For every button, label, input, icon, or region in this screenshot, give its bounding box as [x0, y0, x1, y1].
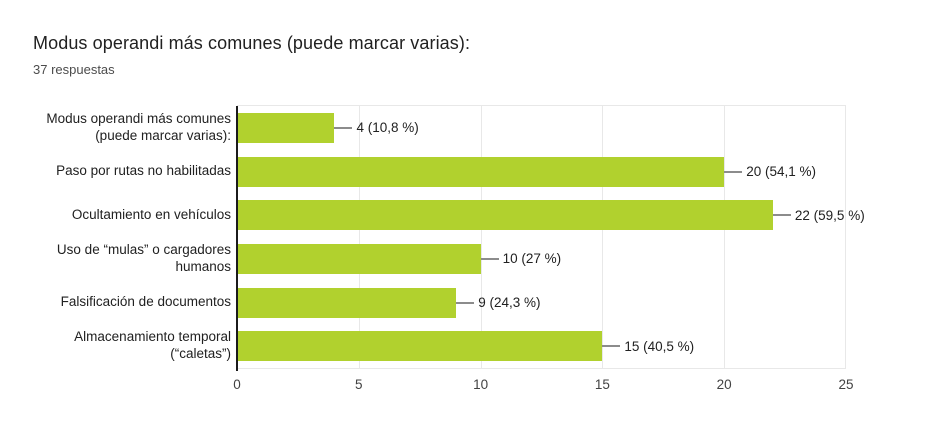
response-count: 37 respuestas [33, 62, 115, 77]
x-tick-label: 25 [838, 377, 854, 392]
bar [237, 200, 773, 231]
bar [237, 331, 603, 362]
x-tick-label: 5 [355, 377, 363, 392]
leader-line [772, 214, 791, 217]
bar [237, 156, 725, 187]
bar-row: 9 (24,3 %) [237, 281, 846, 325]
x-tick-label: 20 [716, 377, 732, 392]
y-axis-line [236, 106, 238, 371]
bar-row: 4 (10,8 %) [237, 106, 846, 150]
bar-row: 22 (59,5 %) [237, 193, 865, 237]
bar-value-label: 10 (27 %) [502, 251, 562, 267]
leader-line [480, 257, 499, 260]
bar-row: 20 (54,1 %) [237, 150, 846, 194]
leader-line [334, 126, 353, 129]
category-label: Paso por rutas no habilitadas [56, 163, 231, 178]
category-label: Uso de “mulas” o cargadores humanos [56, 241, 231, 274]
category-label: Almacenamiento temporal (“caletas”) [74, 329, 231, 362]
bar-row: 10 (27 %) [237, 237, 846, 281]
bar-value-label: 9 (24,3 %) [478, 295, 541, 311]
bar [237, 112, 335, 143]
gridline [480, 106, 482, 368]
leader-line [456, 301, 475, 304]
bar [237, 243, 481, 274]
plot-area: 4 (10,8 %) 20 (54,1 %) 22 (59,5 %) 10 (27 %… [236, 105, 865, 371]
bar-value-label: 15 (40,5 %) [624, 338, 695, 354]
gridline [602, 106, 604, 368]
category-label: Ocultamiento en vehículos [71, 206, 231, 222]
bars-container: 4 (10,8 %) 20 (54,1 %) 22 (59,5 %) 10 (27 %… [237, 106, 865, 368]
leader-line [724, 170, 743, 173]
x-tick-label: 0 [233, 377, 241, 392]
gridline [845, 106, 846, 368]
question-title: Modus operandi más comunes (puede marcar… [33, 33, 471, 53]
category-label: Falsificación de documentos [60, 294, 231, 310]
category-axis: Modus operandi más comunes (puede marcar… [0, 105, 231, 367]
bar [237, 287, 457, 318]
gridline [724, 106, 726, 368]
category-label: Modus operandi más comunes (puede marcar… [46, 110, 231, 143]
x-tick-label: 10 [473, 377, 489, 392]
gridline [358, 106, 360, 368]
bar-value-label: 4 (10,8 %) [356, 120, 419, 136]
bar-row: 15 (40,5 %) [237, 324, 846, 368]
bar-value-label: 20 (54,1 %) [746, 164, 816, 179]
leader-line [602, 345, 621, 348]
bar-value-label: 22 (59,5 %) [794, 207, 865, 223]
x-tick-label: 15 [594, 377, 610, 392]
x-axis: 0 5 10 15 20 25 [233, 377, 853, 395]
